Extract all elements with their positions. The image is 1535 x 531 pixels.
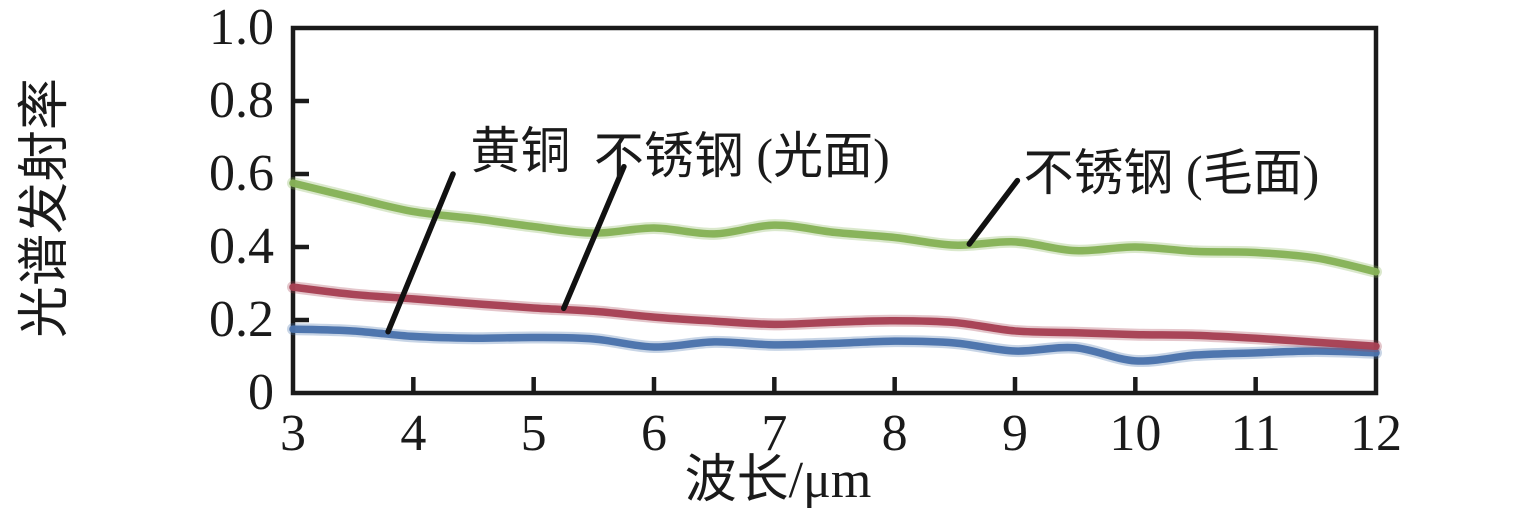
y-tick-label: 1.0 <box>209 0 274 56</box>
x-tick-label: 12 <box>1350 405 1402 462</box>
y-tick-label: 0.2 <box>209 291 274 348</box>
y-tick-label: 0 <box>248 364 274 421</box>
line-stainless-smooth <box>289 283 1380 351</box>
y-tick-label: 0.6 <box>209 145 274 202</box>
x-tick-label: 6 <box>641 405 667 462</box>
x-axis-label: 波长/μm <box>684 452 872 509</box>
x-tick-label: 11 <box>1230 405 1281 462</box>
x-tick-label: 8 <box>881 405 908 462</box>
x-tick-label: 9 <box>1002 405 1028 462</box>
y-tick-label: 0.4 <box>209 218 274 275</box>
x-tick-label: 10 <box>1109 405 1162 462</box>
line-brass <box>289 325 1380 365</box>
x-tick-label: 3 <box>280 405 306 462</box>
plot-frame <box>290 25 1379 396</box>
x-tick-label: 5 <box>520 405 547 462</box>
line-stainless-rough <box>289 179 1380 276</box>
annotation-stainless-smooth: 不锈钢 (光面) <box>593 128 890 185</box>
x-tick-label: 7 <box>761 405 788 462</box>
annotation-stainless-rough: 不锈钢 (毛面) <box>1023 144 1320 201</box>
y-tick-label: 0.8 <box>209 72 274 129</box>
x-tick-label: 4 <box>400 405 427 462</box>
leader-line-stainless-rough <box>966 177 1021 247</box>
y-axis-label: 光谱发射率 <box>17 77 74 339</box>
leader-line-brass <box>385 171 456 335</box>
annotation-brass: 黄铜 <box>470 123 571 179</box>
leader-line-stainless-smooth <box>561 163 627 312</box>
